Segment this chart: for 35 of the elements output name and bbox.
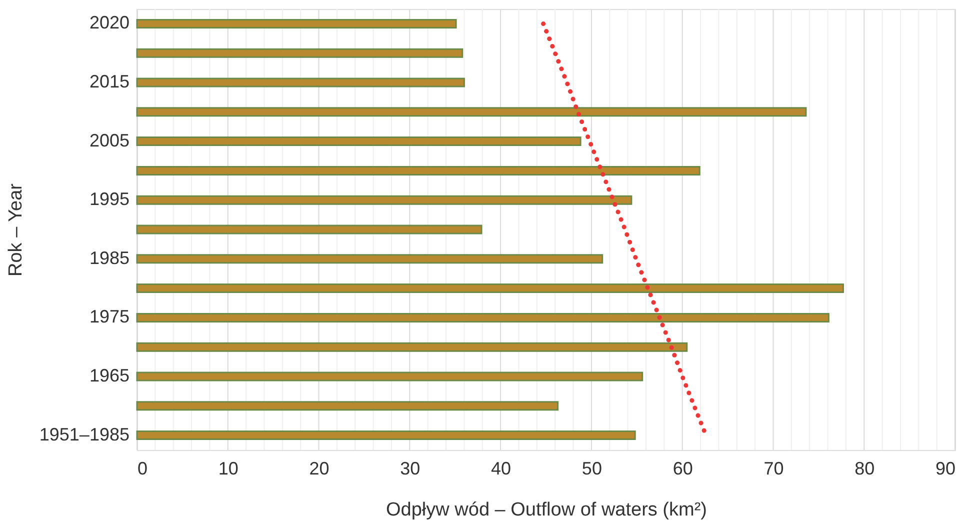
bar	[136, 107, 807, 117]
y-tick-label: 2020	[89, 12, 130, 33]
bar	[136, 48, 464, 58]
x-tick-label: 10	[218, 458, 238, 478]
bar	[136, 342, 688, 352]
bar	[136, 401, 559, 411]
bar	[136, 224, 482, 234]
x-tick-label: 40	[491, 458, 512, 478]
y-axis-title: Rok – Year	[5, 182, 26, 276]
x-tick-label: 30	[400, 458, 420, 478]
x-tick-label: 80	[854, 458, 875, 478]
bar	[136, 195, 632, 205]
x-tick-label: 70	[764, 458, 784, 478]
bar	[136, 18, 457, 28]
x-tick-label: 0	[138, 458, 148, 478]
bar	[136, 284, 844, 294]
x-tick-label: 90	[935, 458, 956, 478]
x-axis-title: Odpływ wód – Outflow of waters (km²)	[386, 500, 707, 520]
x-tick-label: 50	[582, 458, 602, 478]
x-tick-label: 60	[672, 458, 693, 478]
y-tick-label: 2005	[89, 130, 130, 150]
y-tick-label: 1951–1985	[39, 424, 130, 444]
y-tick-label: 1985	[89, 248, 130, 268]
y-tick-label: 1965	[89, 366, 130, 386]
bar	[136, 254, 604, 264]
bar	[136, 136, 582, 146]
bar	[136, 312, 830, 322]
bar	[136, 372, 644, 382]
bar	[136, 166, 700, 176]
bar	[136, 430, 636, 440]
bar	[136, 78, 465, 88]
y-tick-label: 1995	[89, 189, 130, 210]
y-tick-label: 2015	[89, 72, 130, 92]
x-tick-label: 20	[309, 458, 330, 478]
y-tick-label: 1975	[89, 306, 130, 327]
